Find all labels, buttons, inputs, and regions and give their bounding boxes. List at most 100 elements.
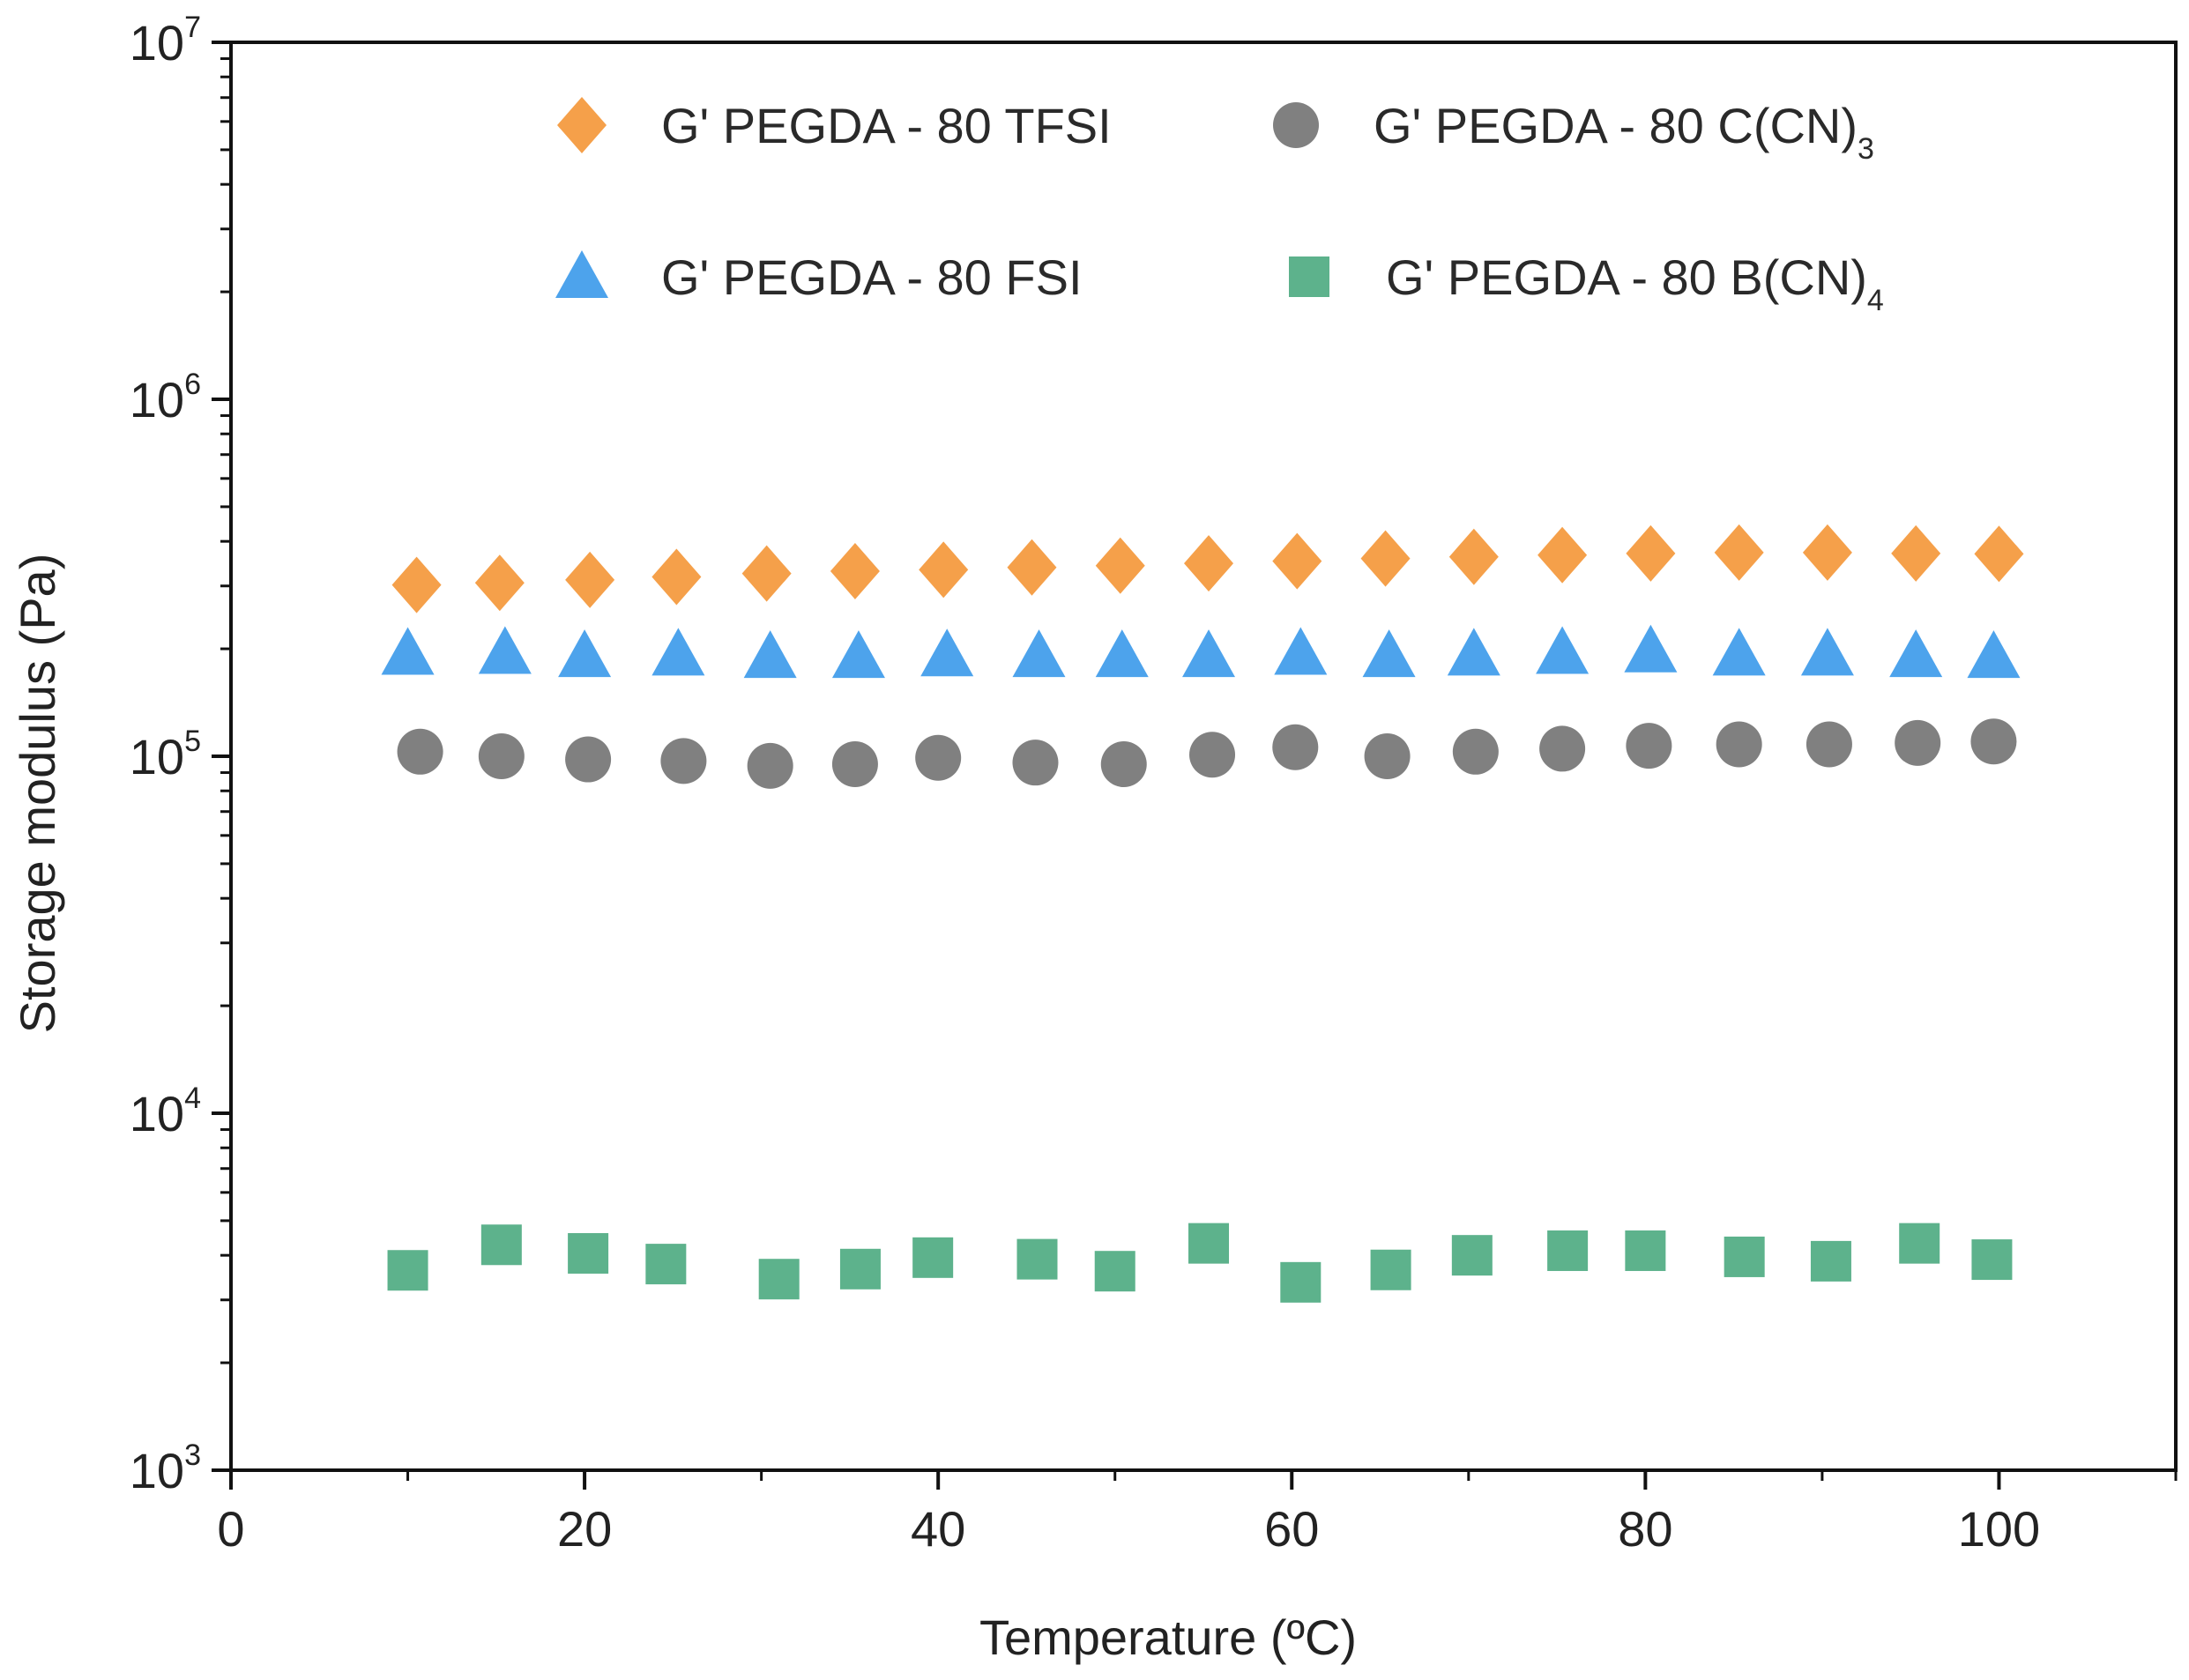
data-point — [1272, 532, 1322, 590]
data-point — [1452, 728, 1499, 775]
legend-label: G' PEGDA - 80 TFSI — [661, 98, 1112, 153]
data-point — [1714, 524, 1764, 581]
legend-marker — [1289, 256, 1329, 297]
data-point — [1724, 1236, 1765, 1277]
series-diamond — [391, 524, 2024, 613]
data-point — [1810, 1240, 1851, 1282]
legend-label-main: G' PEGDA - 80 TFSI — [661, 98, 1112, 153]
data-point — [1891, 524, 1941, 582]
data-point — [1362, 629, 1416, 678]
data-point — [1447, 628, 1500, 676]
y-tick-label: 106 — [130, 368, 201, 427]
data-point — [1716, 721, 1762, 768]
data-point — [1016, 1238, 1058, 1280]
data-point — [1100, 741, 1147, 788]
data-point — [1451, 1235, 1493, 1276]
data-point — [1712, 628, 1766, 676]
data-point — [558, 629, 612, 678]
legend-label: G' PEGDA - 80 FSI — [661, 249, 1083, 305]
data-point — [568, 1232, 609, 1274]
y-tick-label: 107 — [130, 11, 201, 71]
y-tick-exponent: 5 — [184, 725, 201, 758]
data-point — [831, 741, 878, 788]
data-point — [660, 738, 707, 784]
data-point — [1272, 724, 1319, 770]
data-point — [478, 626, 532, 674]
data-point — [1626, 723, 1672, 769]
data-point — [480, 1224, 522, 1266]
data-point — [743, 630, 797, 679]
data-point — [1967, 630, 2021, 679]
x-tick-label: 20 — [557, 1501, 612, 1557]
y-tick-label: 104 — [130, 1082, 201, 1141]
data-point — [741, 545, 792, 602]
data-point — [645, 1244, 687, 1285]
y-tick-exponent: 7 — [184, 11, 201, 44]
data-point — [565, 551, 615, 608]
data-point — [1360, 530, 1411, 587]
y-tick-base: 10 — [130, 1443, 184, 1498]
data-point — [651, 628, 705, 676]
data-point — [831, 630, 885, 679]
legend-marker — [1273, 102, 1319, 148]
legend-item: G' PEGDA - 80 C(CN)3 — [1273, 98, 1874, 166]
data-point — [1899, 1223, 1940, 1264]
legend-item: G' PEGDA - 80 FSI — [555, 249, 1083, 305]
data-point — [478, 733, 525, 779]
data-point — [1448, 528, 1499, 585]
data-point — [1274, 627, 1328, 675]
data-point — [1547, 1230, 1589, 1271]
legend-label: G' PEGDA - 80 B(CN)4 — [1386, 249, 1884, 317]
y-tick-exponent: 6 — [184, 368, 201, 401]
data-point — [1184, 535, 1234, 592]
data-point — [839, 1248, 881, 1290]
data-point — [920, 628, 974, 677]
y-axis-title: Storage modulus (Pa) — [10, 554, 65, 1034]
data-point — [915, 734, 962, 781]
legend-item: G' PEGDA - 80 TFSI — [557, 97, 1112, 153]
data-point — [1806, 721, 1852, 768]
legend-marker — [557, 97, 607, 153]
data-point — [1971, 1239, 2013, 1281]
legend-label-main: G' PEGDA - 80 B(CN) — [1386, 249, 1867, 305]
y-tick-label: 105 — [130, 725, 201, 784]
data-point — [1538, 526, 1588, 584]
data-point — [1189, 732, 1236, 778]
y-tick-exponent: 4 — [184, 1082, 201, 1115]
data-point — [381, 627, 435, 675]
data-point — [565, 736, 612, 783]
x-tick-label: 80 — [1618, 1501, 1672, 1557]
data-point — [1188, 1223, 1230, 1264]
legend-label: G' PEGDA - 80 C(CN)3 — [1374, 98, 1874, 166]
data-point — [919, 541, 969, 598]
legend-item: G' PEGDA - 80 B(CN)4 — [1289, 249, 1884, 317]
data-point — [387, 1250, 428, 1291]
data-point — [1970, 718, 2017, 765]
data-point — [758, 1259, 800, 1300]
series-circle — [397, 718, 2017, 789]
data-point — [830, 543, 880, 600]
x-tick-label: 100 — [1958, 1501, 2040, 1557]
data-point — [474, 554, 525, 612]
legend-label-main: G' PEGDA - 80 C(CN) — [1374, 98, 1858, 153]
data-point — [1007, 539, 1057, 596]
y-tick-exponent: 3 — [184, 1438, 201, 1472]
y-tick-base: 10 — [130, 372, 184, 427]
data-point — [1536, 626, 1590, 674]
data-point — [1012, 740, 1059, 786]
data-point — [1539, 725, 1586, 772]
data-point — [1974, 525, 2024, 583]
x-tick-label: 0 — [217, 1501, 244, 1557]
data-point — [1182, 629, 1236, 678]
data-point — [1280, 1261, 1322, 1303]
x-axis-title: Temperature (ºC) — [979, 1609, 1357, 1665]
series-triangle — [381, 624, 2021, 679]
legend: G' PEGDA - 80 TFSI G' PEGDA - 80 C(CN)3G'… — [555, 97, 1884, 317]
x-axis-ticks: 0 20 40 60 80 100 — [217, 1470, 2178, 1557]
data-point — [1370, 1249, 1411, 1290]
data-point — [1626, 524, 1676, 582]
data-point — [1802, 524, 1852, 581]
data-point — [1364, 733, 1411, 779]
data-point — [397, 728, 443, 775]
